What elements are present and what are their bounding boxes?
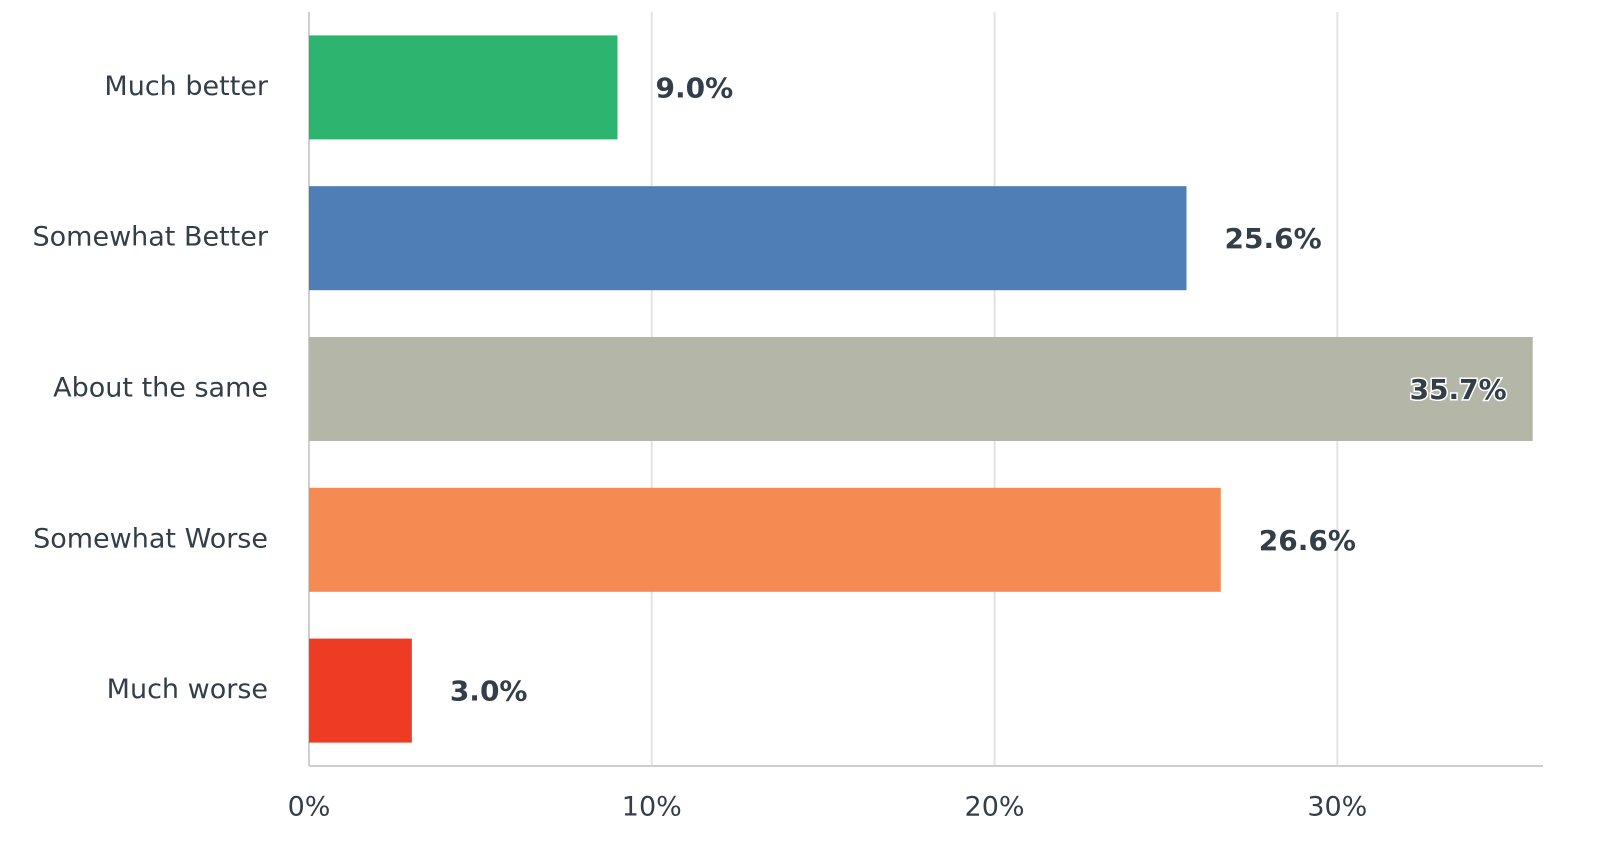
bar xyxy=(309,186,1187,291)
category-label: Much worse xyxy=(107,674,268,705)
value-label: 35.7% xyxy=(1410,373,1507,406)
value-label: 3.0% xyxy=(450,675,528,708)
value-label: 25.6% xyxy=(1225,222,1322,255)
x-tick-label: 20% xyxy=(965,792,1025,823)
bar xyxy=(309,487,1221,592)
bar xyxy=(309,638,412,743)
value-label: 26.6% xyxy=(1259,524,1356,557)
x-tick-label: 10% xyxy=(622,792,682,823)
x-tick-label: 30% xyxy=(1307,792,1367,823)
bar xyxy=(309,337,1533,441)
category-label: Much better xyxy=(104,71,268,102)
category-label: About the same xyxy=(53,373,268,404)
value-label: 9.0% xyxy=(656,71,734,104)
category-label: Somewhat Worse xyxy=(33,523,268,554)
bar xyxy=(309,35,618,140)
x-tick-label: 0% xyxy=(288,792,331,823)
category-label: Somewhat Better xyxy=(33,222,269,253)
